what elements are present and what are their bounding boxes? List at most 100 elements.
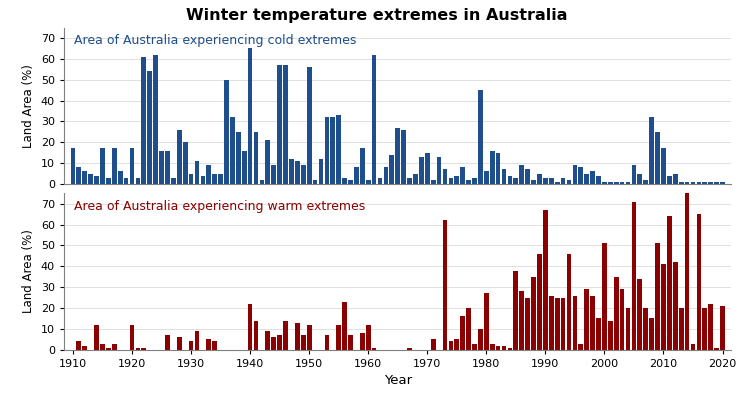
Bar <box>472 343 477 350</box>
Bar <box>697 214 701 350</box>
Bar <box>195 331 199 350</box>
Bar <box>130 325 134 350</box>
Bar <box>466 180 471 184</box>
Text: Winter temperature extremes in Australia: Winter temperature extremes in Australia <box>186 8 568 23</box>
Bar <box>720 306 725 350</box>
Bar <box>307 325 311 350</box>
Bar <box>277 335 282 350</box>
Bar <box>165 335 170 350</box>
Bar <box>637 279 642 350</box>
Bar <box>248 48 253 184</box>
Bar <box>94 176 99 184</box>
Bar <box>295 323 299 350</box>
Bar <box>413 174 418 184</box>
Bar <box>100 149 105 184</box>
Bar <box>354 167 359 184</box>
Bar <box>496 152 501 184</box>
Bar <box>443 169 447 184</box>
Bar <box>667 176 672 184</box>
Bar <box>76 167 81 184</box>
Bar <box>100 343 105 350</box>
Bar <box>142 348 146 350</box>
Bar <box>461 316 465 350</box>
Bar <box>384 167 388 184</box>
Bar <box>584 174 589 184</box>
Bar <box>230 117 234 184</box>
Bar <box>566 180 572 184</box>
Bar <box>526 169 530 184</box>
Bar <box>112 343 117 350</box>
Bar <box>490 343 495 350</box>
Bar <box>608 182 613 184</box>
Bar <box>165 151 170 184</box>
Bar <box>561 178 566 184</box>
Bar <box>649 117 654 184</box>
Bar <box>224 80 229 184</box>
Bar <box>461 167 465 184</box>
Bar <box>572 165 578 184</box>
Y-axis label: Land Area (%): Land Area (%) <box>23 64 35 148</box>
Bar <box>602 243 607 350</box>
Bar <box>543 210 547 350</box>
Bar <box>673 174 678 184</box>
Bar <box>584 289 589 350</box>
Bar <box>520 165 524 184</box>
Bar <box>484 171 489 184</box>
Bar <box>407 348 412 350</box>
Bar <box>336 325 341 350</box>
Bar <box>213 342 217 350</box>
Bar <box>301 165 305 184</box>
Bar <box>691 182 695 184</box>
Bar <box>566 254 572 350</box>
Bar <box>455 176 459 184</box>
Bar <box>401 130 406 184</box>
Bar <box>213 174 217 184</box>
Bar <box>271 165 276 184</box>
Bar <box>484 294 489 350</box>
Bar <box>153 55 158 184</box>
Bar <box>236 132 241 184</box>
Bar <box>289 159 294 184</box>
Bar <box>602 182 607 184</box>
Bar <box>342 302 347 350</box>
Bar <box>637 174 642 184</box>
Bar <box>543 178 547 184</box>
Bar <box>655 132 660 184</box>
Bar <box>106 348 111 350</box>
Bar <box>284 65 288 184</box>
Bar <box>284 321 288 350</box>
Bar <box>455 339 459 350</box>
Bar <box>366 180 370 184</box>
Bar <box>714 348 719 350</box>
Bar <box>531 180 536 184</box>
Bar <box>82 171 87 184</box>
Bar <box>626 182 630 184</box>
Bar <box>277 65 282 184</box>
Bar <box>301 335 305 350</box>
Bar <box>313 180 317 184</box>
Bar <box>555 298 559 350</box>
Bar <box>520 291 524 350</box>
Bar <box>271 337 276 350</box>
Bar <box>431 180 436 184</box>
Bar <box>395 128 400 184</box>
Bar <box>531 277 536 350</box>
Bar <box>207 165 211 184</box>
Bar <box>88 174 93 184</box>
Bar <box>643 308 648 350</box>
Bar <box>685 193 689 350</box>
Bar <box>697 182 701 184</box>
Bar <box>691 343 695 350</box>
Bar <box>348 180 353 184</box>
Bar <box>207 339 211 350</box>
Bar <box>201 176 205 184</box>
Bar <box>253 321 259 350</box>
Bar <box>372 348 376 350</box>
Bar <box>708 304 713 350</box>
Bar <box>147 71 152 184</box>
Bar <box>561 298 566 350</box>
Bar <box>537 174 542 184</box>
Bar <box>632 165 636 184</box>
Bar <box>342 178 347 184</box>
Bar <box>614 182 618 184</box>
